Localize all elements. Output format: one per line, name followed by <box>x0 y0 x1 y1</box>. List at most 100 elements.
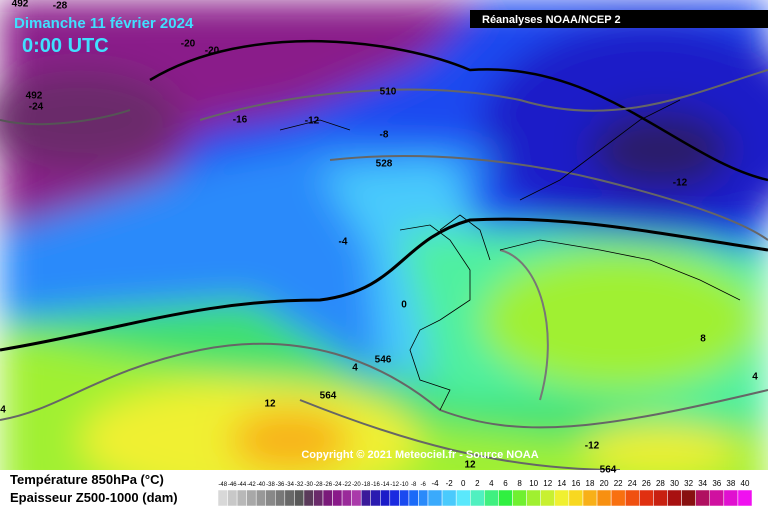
contour-label: 528 <box>376 159 393 170</box>
scale-label: 8 <box>517 479 522 488</box>
scale-swatch <box>389 489 400 507</box>
legend-thickness: Epaisseur Z500-1000 (dam) <box>10 490 178 505</box>
scale-label: 30 <box>670 479 679 488</box>
contour-label: 546 <box>375 355 392 366</box>
scale-swatch <box>370 489 381 507</box>
contour-label: 492 <box>26 91 43 102</box>
scale-label: 6 <box>503 479 508 488</box>
scale-label: -30 <box>304 482 313 488</box>
scale-swatch <box>709 489 725 507</box>
scale-swatch <box>610 489 626 507</box>
scale-label: 34 <box>698 479 707 488</box>
date: Dimanche 11 février 2024 <box>14 15 194 32</box>
scale-label: 12 <box>543 479 552 488</box>
scale-swatch <box>540 489 556 507</box>
scale-label: -10 <box>400 482 409 488</box>
scale-swatch <box>653 489 668 507</box>
scale-swatch <box>351 489 362 507</box>
contour-label: -24 <box>29 102 44 113</box>
scale-label: 38 <box>726 479 735 488</box>
scale-swatch <box>484 489 499 507</box>
scale-label: -4 <box>431 479 439 488</box>
scale-label: 28 <box>656 479 665 488</box>
scale-swatch <box>695 489 710 507</box>
scale-label: -34 <box>285 482 294 488</box>
scale-swatch <box>332 489 343 507</box>
scale-swatch <box>582 489 598 507</box>
scale-swatch <box>227 489 238 507</box>
scale-swatch <box>418 489 429 507</box>
contour-label: -16 <box>233 115 248 126</box>
scale-swatch <box>667 489 682 507</box>
scale-label: -2 <box>446 479 454 488</box>
scale-label: 10 <box>529 479 538 488</box>
scale-label: -6 <box>421 482 427 488</box>
scale-swatch <box>265 489 276 507</box>
scale-swatch <box>681 489 696 507</box>
scale-swatch <box>568 489 584 507</box>
scale-label: -22 <box>343 482 352 488</box>
contour-label: -28 <box>53 1 68 12</box>
coastlines <box>279 99 741 411</box>
contour-label: -12 <box>305 116 320 127</box>
scale-swatch <box>322 489 333 507</box>
source-banner <box>470 10 768 28</box>
contour-label: -20 <box>205 46 220 57</box>
scale-swatch <box>255 489 266 507</box>
scale-swatch <box>512 489 527 507</box>
contour-label: 4 <box>752 372 758 383</box>
scale-label: -24 <box>333 482 342 488</box>
scale-label: 40 <box>741 479 750 488</box>
scale-label: -14 <box>381 482 390 488</box>
scale-label: -38 <box>266 482 275 488</box>
scale-label: -20 <box>352 482 361 488</box>
legend-temperature: Température 850hPa (°C) <box>10 472 164 487</box>
scale-label: 0 <box>461 479 466 488</box>
scale-swatch <box>441 489 457 507</box>
scale-swatch <box>455 489 471 507</box>
copyright: Copyright © 2021 Meteociel.fr - Source N… <box>301 449 538 461</box>
scale-label: -28 <box>314 482 323 488</box>
scale-swatch <box>639 489 654 507</box>
scale-label: -44 <box>238 482 247 488</box>
scale-label: -16 <box>371 482 380 488</box>
scale-label: 24 <box>628 479 637 488</box>
scale-label: -40 <box>257 482 266 488</box>
scale-label: -42 <box>247 482 256 488</box>
scale-swatch <box>723 489 739 507</box>
scale-label: 16 <box>571 479 580 488</box>
contours <box>0 39 768 471</box>
scale-swatch <box>246 489 257 507</box>
scale-label: 36 <box>712 479 721 488</box>
scale-swatch <box>284 489 295 507</box>
contour-label: -12 <box>673 178 688 189</box>
scale-label: -18 <box>362 482 371 488</box>
scale-swatch <box>470 489 485 507</box>
contour-label: 564 <box>320 391 337 402</box>
contour-label: 12 <box>464 460 476 471</box>
scale-label: -12 <box>390 482 399 488</box>
scale-swatch <box>217 489 228 507</box>
color-scale: -48 -46 -44 -42 -40 -38 -36 -34 -32 -30 -28 -26 -24-… <box>217 479 753 507</box>
scale-label: 26 <box>642 479 651 488</box>
scale-label: 18 <box>586 479 595 488</box>
scale-swatch <box>498 489 513 507</box>
scale-swatch <box>408 489 419 507</box>
contour-label: 510 <box>380 87 397 98</box>
scale-label: -26 <box>323 482 332 488</box>
scale-swatch <box>737 489 753 507</box>
scale-swatch <box>596 489 612 507</box>
scale-swatch <box>380 489 391 507</box>
scale-label: 14 <box>557 479 566 488</box>
scale-label: 2 <box>475 479 480 488</box>
scale-label: -32 <box>295 482 304 488</box>
contour-label: 0 <box>401 300 407 311</box>
scale-swatch <box>554 489 570 507</box>
scale-swatch <box>624 489 640 507</box>
source: Réanalyses NOAA/NCEP 2 <box>482 14 621 26</box>
contour-label: 564 <box>600 465 617 476</box>
contour-label: 4 <box>0 405 6 416</box>
